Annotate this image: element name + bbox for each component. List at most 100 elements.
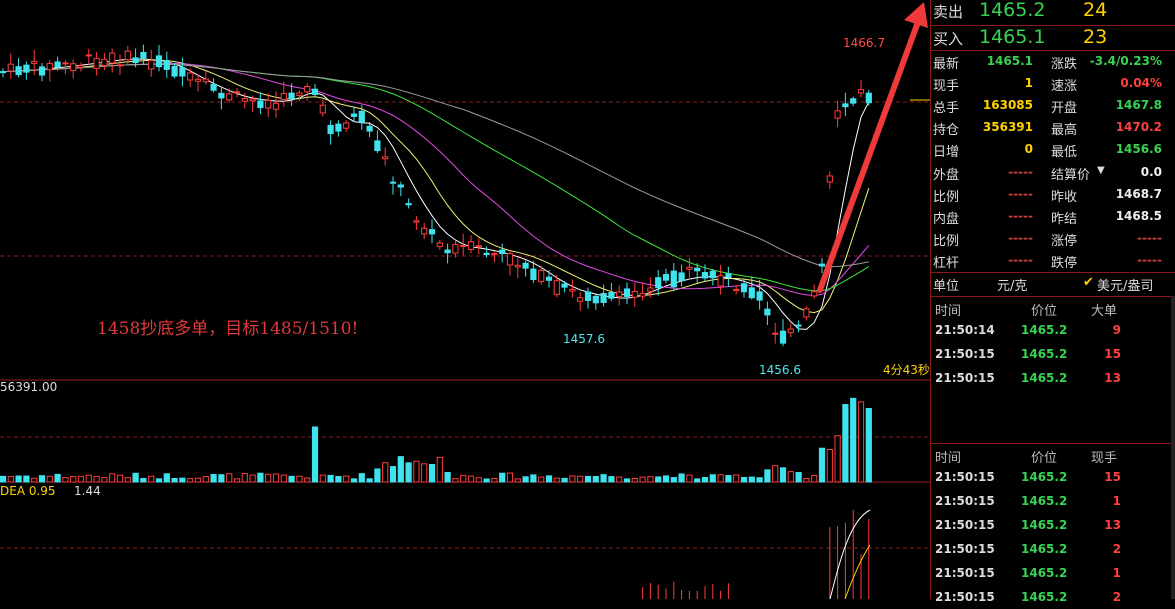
volume-bar bbox=[779, 467, 787, 483]
candle-body bbox=[592, 295, 599, 304]
candle-body bbox=[93, 57, 100, 69]
quote-label: 昨结 bbox=[1051, 211, 1078, 227]
volume-bar bbox=[592, 475, 599, 483]
candle-body bbox=[842, 103, 849, 108]
volume-bar bbox=[662, 475, 670, 483]
volume-bar bbox=[530, 474, 537, 483]
candle-body bbox=[694, 267, 701, 272]
candle-body bbox=[616, 291, 623, 297]
volume-bar bbox=[826, 449, 833, 483]
candle-body bbox=[187, 72, 194, 81]
ma-line bbox=[2, 63, 869, 268]
quote-row: 最新 1465.1 涨跌 -3.4/0.23% bbox=[931, 51, 1175, 73]
volume-bar bbox=[491, 477, 498, 483]
quote-label: 持仓 bbox=[933, 123, 960, 139]
volume-bar bbox=[319, 474, 326, 483]
volume-bar bbox=[226, 473, 233, 483]
quote-value: 1456.6 bbox=[1115, 142, 1162, 157]
volume-bar bbox=[467, 475, 475, 483]
volume-bar bbox=[202, 476, 209, 483]
quote-label: 涨跌 bbox=[1051, 57, 1078, 72]
candle-body bbox=[670, 270, 677, 288]
volume-bar bbox=[811, 474, 818, 483]
quote-label: 总手 bbox=[933, 101, 960, 117]
volume-bar bbox=[179, 477, 186, 483]
panel-scrollbar[interactable] bbox=[1171, 296, 1175, 599]
header-volume: 大单 bbox=[1091, 304, 1118, 319]
volume-bar bbox=[249, 474, 256, 483]
candle-body bbox=[140, 51, 147, 59]
trades-header: 时间 价位 现手 bbox=[931, 445, 1175, 466]
unit-label: 单位 bbox=[933, 279, 960, 294]
quote-row: 杠杆 ----- 跌停 ----- bbox=[931, 250, 1175, 272]
volume-bar bbox=[70, 476, 77, 483]
unit-row: 单位 元/克 ✔ 美元/盎司 bbox=[931, 273, 1175, 295]
candle-body bbox=[662, 273, 670, 281]
trade-row: 21:50:15 1465.2 2 bbox=[931, 539, 1175, 561]
candle-body bbox=[725, 273, 732, 278]
candle-body bbox=[530, 268, 537, 280]
candle-body bbox=[54, 61, 61, 68]
trade-row: 21:50:15 1465.2 15 bbox=[931, 344, 1175, 366]
trade-time: 21:50:14 bbox=[935, 323, 995, 337]
candle-body bbox=[218, 92, 225, 99]
volume-bar bbox=[280, 474, 287, 483]
candle-body bbox=[850, 98, 857, 104]
checkmark-icon: ✔ bbox=[1083, 275, 1094, 290]
volume-bar bbox=[304, 477, 311, 483]
volume-bar bbox=[350, 478, 358, 483]
candle-body bbox=[655, 277, 662, 289]
volume-bar bbox=[608, 476, 615, 483]
unit-cny[interactable]: 元/克 bbox=[997, 279, 1028, 294]
candle-body bbox=[647, 287, 654, 292]
trade-price: 1465.2 bbox=[1021, 323, 1068, 337]
trade-time: 21:50:15 bbox=[935, 590, 995, 604]
trade-row: 21:50:14 1465.2 9 bbox=[931, 320, 1175, 342]
trend-arrow bbox=[817, 19, 921, 293]
candle-body bbox=[483, 252, 490, 256]
candle-body bbox=[0, 71, 7, 74]
candle-body bbox=[561, 283, 568, 288]
quote-value: ----- bbox=[1008, 186, 1033, 201]
volume-bar bbox=[194, 477, 202, 483]
trade-time: 21:50:15 bbox=[935, 347, 995, 361]
candle-body bbox=[241, 98, 248, 102]
quote-label: 比例 bbox=[933, 189, 960, 205]
candle-body bbox=[639, 292, 646, 297]
trade-row: 21:50:15 1465.2 13 bbox=[931, 368, 1175, 390]
volume-bar bbox=[116, 474, 124, 483]
volume-bar bbox=[701, 476, 709, 483]
candle-body bbox=[210, 83, 217, 91]
volume-bar bbox=[109, 473, 116, 483]
trade-price: 1465.2 bbox=[1021, 347, 1068, 361]
volume-bar bbox=[678, 473, 685, 483]
candle-body bbox=[569, 288, 576, 292]
quote-row: 内盘 ----- 昨结 1468.5 bbox=[931, 206, 1175, 228]
unit-usd[interactable]: 美元/盎司 bbox=[1097, 279, 1154, 294]
ask-row[interactable]: 卖出 1465.2 24 bbox=[931, 0, 1175, 24]
volume-bar bbox=[740, 477, 748, 483]
candle-body bbox=[740, 283, 748, 293]
macd-dea-line bbox=[844, 544, 871, 599]
bid-row[interactable]: 买入 1465.1 23 bbox=[931, 26, 1175, 50]
volume-bar bbox=[460, 474, 467, 483]
candle-body bbox=[70, 63, 77, 71]
trend-arrow-head bbox=[904, 2, 928, 28]
trade-volume: 15 bbox=[1104, 470, 1121, 484]
dropdown-icon[interactable]: ▼ bbox=[1097, 164, 1105, 176]
candle-body bbox=[818, 263, 826, 267]
trade-row: 21:50:15 1465.2 15 bbox=[931, 467, 1175, 489]
quote-value: ----- bbox=[1137, 230, 1162, 245]
candle-body bbox=[374, 140, 381, 152]
trades-header: 时间 价位 大单 bbox=[931, 298, 1175, 319]
candlestick-chart[interactable]: 1458抄底多单，目标1485/1510! 1466.7 1457.6 1456… bbox=[0, 0, 930, 599]
quote-panel: 卖出 1465.2 24 买入 1465.1 23 最新 1465.1 涨跌 -3.4… bbox=[930, 0, 1175, 604]
quote-value: 356391 bbox=[982, 120, 1033, 135]
quote-row: 持仓 356391 最高 1470.2 bbox=[931, 117, 1175, 139]
volume-bar bbox=[46, 475, 53, 483]
candle-body bbox=[686, 266, 693, 270]
volume-bar bbox=[522, 476, 529, 483]
countdown-label: 4分43秒 bbox=[883, 363, 930, 377]
volume-bar bbox=[506, 472, 514, 483]
volume-bar bbox=[756, 477, 763, 483]
